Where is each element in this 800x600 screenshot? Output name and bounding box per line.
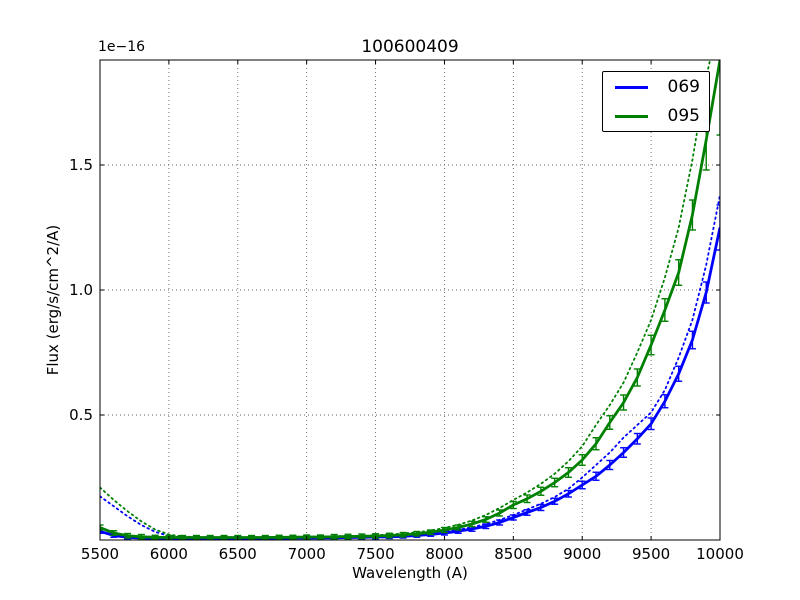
x-tick-label: 8500 bbox=[494, 545, 533, 563]
x-tick-label: 5500 bbox=[80, 545, 120, 563]
x-tick-label: 7000 bbox=[287, 545, 326, 563]
legend-label: 095 bbox=[667, 105, 700, 126]
legend-line-069 bbox=[615, 85, 648, 89]
y-tick-label: 0.5 bbox=[69, 406, 93, 424]
x-tick-label: 8000 bbox=[425, 545, 464, 563]
tick-marks bbox=[99, 60, 721, 540]
curve-069 bbox=[100, 227, 720, 540]
x-tick-label: 6500 bbox=[218, 545, 257, 563]
x-axis-label: Wavelength (A) bbox=[352, 564, 468, 582]
legend-item-095: 095 bbox=[603, 102, 709, 130]
curve-069-dotted bbox=[100, 194, 720, 539]
x-tick-label: 9000 bbox=[563, 545, 602, 563]
y-axis-offset-text: 1e−16 bbox=[98, 39, 146, 55]
x-tick-label: 6000 bbox=[149, 545, 188, 563]
errorbars-069 bbox=[100, 204, 720, 540]
curve-095 bbox=[100, 60, 720, 539]
y-tick-label: 1.5 bbox=[69, 156, 93, 174]
grid-lines bbox=[100, 60, 720, 540]
legend-item-069: 069 bbox=[603, 73, 709, 101]
chart-title: 100600409 bbox=[361, 37, 459, 57]
x-tick-label: 7500 bbox=[356, 545, 395, 563]
legend-line-095 bbox=[615, 114, 648, 118]
axes-spines bbox=[99, 59, 721, 541]
y-tick-label: 1.0 bbox=[69, 281, 93, 299]
x-tick-label: 10000 bbox=[696, 545, 744, 563]
x-tick-label: 9500 bbox=[632, 545, 671, 563]
y-axis-label: Flux (erg/s/cm^2/A) bbox=[44, 224, 62, 376]
legend-label: 069 bbox=[667, 76, 700, 97]
legend: 069 095 bbox=[602, 71, 710, 132]
